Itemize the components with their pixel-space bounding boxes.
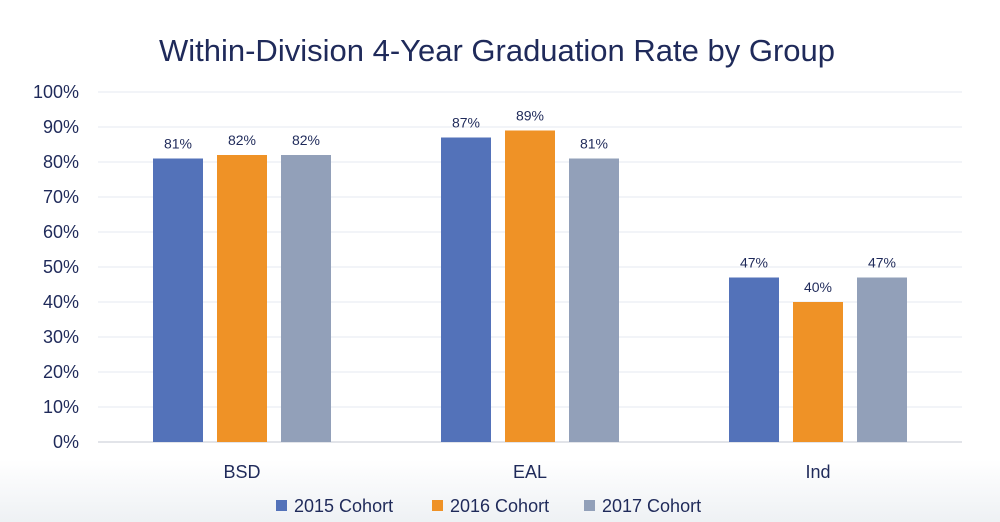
bar <box>505 130 555 442</box>
x-axis-categories: BSD EAL Ind <box>223 462 830 482</box>
legend-swatch <box>276 500 287 511</box>
bar <box>793 302 843 442</box>
bars <box>153 130 907 442</box>
bar <box>153 158 203 442</box>
y-axis-ticks: 0% 10% 20% 30% 40% 50% 60% 70% 80% 90% 100% <box>33 82 79 452</box>
bar <box>281 155 331 442</box>
y-tick-label: 90% <box>43 117 79 137</box>
data-labels: 81% 82% 82% 87% 89% 81% 47% 40% 47% <box>164 108 896 296</box>
y-tick-label: 40% <box>43 292 79 312</box>
data-label: 47% <box>868 255 896 271</box>
y-tick-label: 80% <box>43 152 79 172</box>
data-label: 40% <box>804 279 832 295</box>
bar <box>857 277 907 442</box>
data-label: 87% <box>452 115 480 131</box>
legend-swatch <box>584 500 595 511</box>
data-label: 81% <box>580 136 608 152</box>
category-label: BSD <box>223 462 260 482</box>
bar <box>217 155 267 442</box>
y-tick-label: 20% <box>43 362 79 382</box>
y-tick-label: 100% <box>33 82 79 102</box>
data-label: 82% <box>228 132 256 148</box>
legend: 2015 Cohort 2016 Cohort 2017 Cohort <box>276 496 701 516</box>
bar <box>569 158 619 442</box>
legend-item: 2015 Cohort <box>276 496 393 516</box>
chart-title: Within-Division 4-Year Graduation Rate b… <box>159 33 835 68</box>
y-tick-label: 70% <box>43 187 79 207</box>
data-label: 81% <box>164 136 192 152</box>
y-tick-label: 60% <box>43 222 79 242</box>
bar <box>441 137 491 442</box>
y-tick-label: 10% <box>43 397 79 417</box>
legend-item: 2016 Cohort <box>432 496 549 516</box>
legend-swatch <box>432 500 443 511</box>
category-label: Ind <box>805 462 830 482</box>
legend-label: 2015 Cohort <box>294 496 393 516</box>
bar <box>729 277 779 442</box>
legend-item: 2017 Cohort <box>584 496 701 516</box>
legend-label: 2017 Cohort <box>602 496 701 516</box>
legend-label: 2016 Cohort <box>450 496 549 516</box>
y-tick-label: 0% <box>53 432 79 452</box>
y-tick-label: 50% <box>43 257 79 277</box>
data-label: 89% <box>516 108 544 124</box>
data-label: 82% <box>292 132 320 148</box>
category-label: EAL <box>513 462 547 482</box>
data-label: 47% <box>740 255 768 271</box>
y-tick-label: 30% <box>43 327 79 347</box>
